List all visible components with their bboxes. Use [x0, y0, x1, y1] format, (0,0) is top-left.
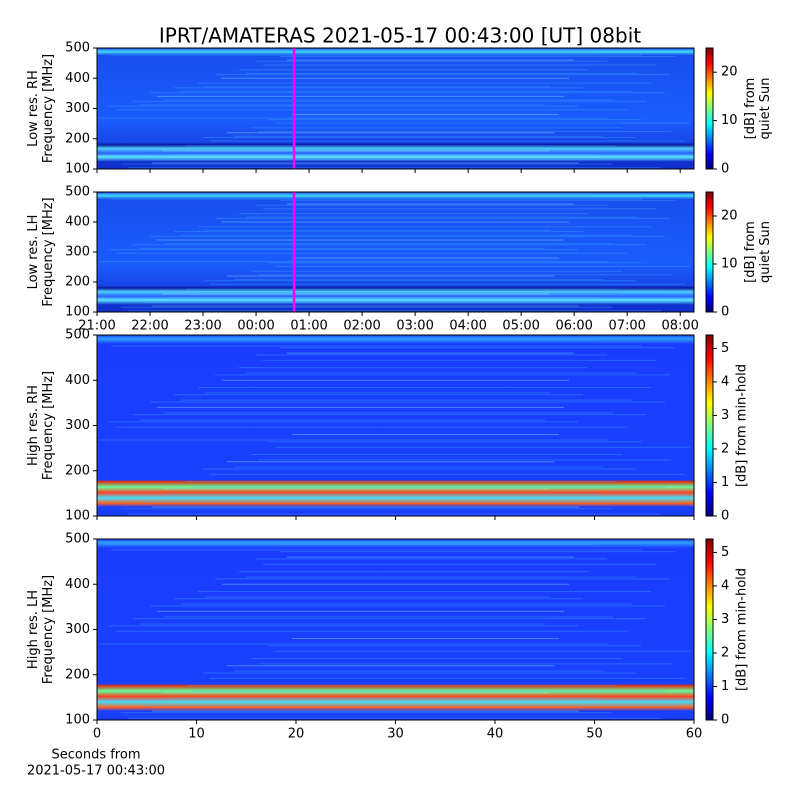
y-axis-label: Low res. RH: [26, 70, 41, 147]
colorbar-tick-label: 1: [721, 679, 729, 694]
colorbar: [705, 538, 714, 721]
y-axis-label: Frequency [MHz]: [41, 54, 56, 163]
y-tick-label: 200: [65, 131, 90, 146]
spectrogram: [97, 539, 694, 720]
colorbar-label: quiet Sun: [758, 77, 773, 139]
y-tick-label: 100: [65, 713, 90, 728]
y-tick-label: 300: [65, 622, 90, 637]
colorbar-tick-label: 4: [721, 578, 729, 593]
y-axis-label: Frequency [MHz]: [41, 575, 56, 684]
x-tick-label: 30: [387, 727, 404, 742]
colorbar-tick-label: 0: [721, 305, 729, 320]
x-tick-label: 40: [487, 727, 504, 742]
x-tick-label: 22:00: [131, 319, 168, 334]
colorbar-tick-label: 4: [721, 374, 729, 389]
y-axis-label: Frequency [MHz]: [41, 371, 56, 480]
colorbar-tick-label: 3: [721, 612, 729, 627]
y-tick-label: 400: [65, 577, 90, 592]
y-axis-label: High res. LH: [26, 590, 41, 669]
colorbar-tick-label: 10: [721, 257, 738, 272]
x-tick-label: 07:00: [608, 319, 645, 334]
y-tick-label: 300: [65, 418, 90, 433]
y-tick-label: 200: [65, 667, 90, 682]
y-tick-label: 400: [65, 215, 90, 230]
colorbar-label: [dB] from: [743, 221, 758, 283]
y-tick-label: 500: [65, 532, 90, 547]
x-axis-label: 2021-05-17 00:43:00: [27, 764, 165, 779]
y-axis-label: High res. RH: [26, 385, 41, 466]
colorbar: [705, 334, 714, 517]
y-axis-label: Low res. LH: [26, 215, 41, 290]
y-tick-label: 500: [65, 41, 90, 56]
x-tick-label: 05:00: [502, 319, 539, 334]
y-tick-label: 300: [65, 101, 90, 116]
colorbar-label: [dB] from min-hold: [735, 568, 750, 691]
x-tick-label: 21:00: [78, 319, 115, 334]
colorbar-tick-label: 0: [721, 509, 729, 524]
y-tick-label: 500: [65, 328, 90, 343]
colorbar-tick-label: 20: [721, 65, 738, 80]
colorbar-tick-label: 3: [721, 408, 729, 423]
x-tick-label: 08:00: [661, 319, 698, 334]
x-tick-label: 06:00: [555, 319, 592, 334]
x-axis-label: Seconds from: [51, 748, 140, 763]
y-tick-label: 300: [65, 245, 90, 260]
y-tick-label: 100: [65, 305, 90, 320]
colorbar-tick-label: 1: [721, 475, 729, 490]
colorbar: [705, 47, 714, 170]
x-tick-label: 01:00: [290, 319, 327, 334]
colorbar-label: quiet Sun: [758, 221, 773, 283]
colorbar-tick-label: 2: [721, 441, 729, 456]
colorbar-tick-label: 0: [721, 713, 729, 728]
y-tick-label: 200: [65, 463, 90, 478]
colorbar-label: [dB] from min-hold: [735, 364, 750, 487]
figure-title: IPRT/AMATERAS 2021-05-17 00:43:00 [UT] 0…: [159, 24, 641, 48]
x-tick-label: 04:00: [449, 319, 486, 334]
spectrogram: [97, 192, 694, 312]
colorbar-tick-label: 2: [721, 645, 729, 660]
y-axis-label: Frequency [MHz]: [41, 197, 56, 306]
colorbar-tick-label: 20: [721, 209, 738, 224]
y-tick-label: 100: [65, 509, 90, 524]
x-tick-label: 0: [93, 727, 101, 742]
x-tick-label: 60: [686, 727, 703, 742]
y-tick-label: 200: [65, 275, 90, 290]
y-tick-label: 500: [65, 185, 90, 200]
x-tick-label: 03:00: [396, 319, 433, 334]
colorbar-tick-label: 10: [721, 113, 738, 128]
x-tick-label: 50: [586, 727, 603, 742]
colorbar-tick-label: 0: [721, 162, 729, 177]
spectrogram: [97, 48, 694, 169]
y-tick-label: 100: [65, 162, 90, 177]
x-tick-label: 00:00: [237, 319, 274, 334]
spectrogram: [97, 335, 694, 516]
y-tick-label: 400: [65, 71, 90, 86]
y-tick-label: 400: [65, 373, 90, 388]
x-tick-label: 20: [288, 727, 305, 742]
colorbar: [705, 191, 714, 313]
colorbar-tick-label: 5: [721, 545, 729, 560]
x-tick-label: 23:00: [184, 319, 221, 334]
x-tick-label: 10: [188, 727, 205, 742]
x-tick-label: 02:00: [343, 319, 380, 334]
colorbar-label: [dB] from: [743, 78, 758, 140]
colorbar-tick-label: 5: [721, 341, 729, 356]
